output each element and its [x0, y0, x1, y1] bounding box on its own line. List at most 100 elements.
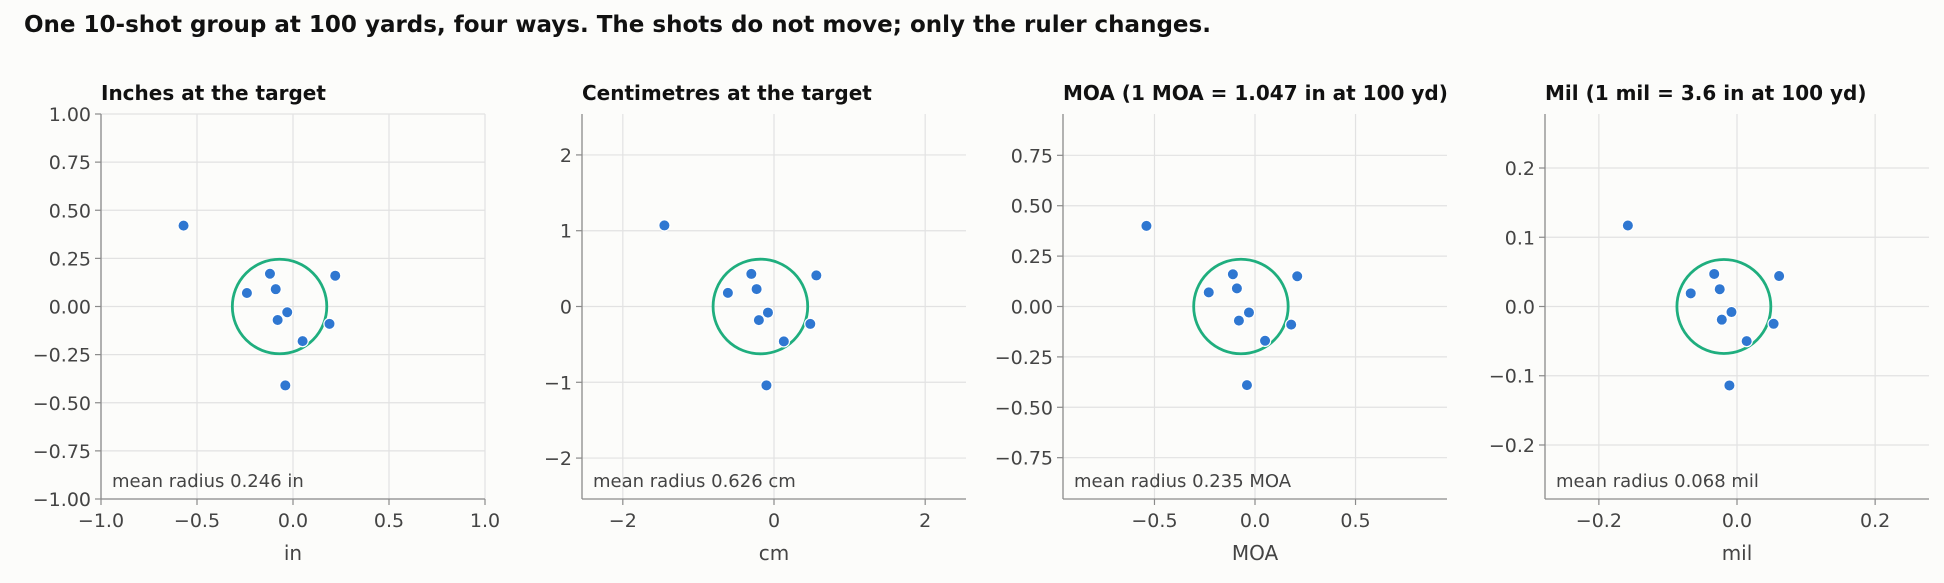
panel-2: −2 0 2 −2 −1 0 1 2 Centimetres at the target cm me…: [544, 81, 966, 565]
x-tick-label: 0.0: [1722, 510, 1752, 532]
panel-1: −1.0 −0.5 0.0 0.5 1.0 −1.00 −0.75 −0.50 −0.25 0.0…: [33, 81, 500, 565]
panel-3: −0.5 0.0 0.5 −0.75 −0.50 −0.25 0.00 0.25 0.50 0.7…: [995, 81, 1448, 565]
y-tick-label: −0.1: [1489, 366, 1535, 388]
y-tick-label: 1: [560, 221, 572, 243]
shot-point: [810, 269, 823, 282]
y-tick-label: −1: [544, 372, 572, 394]
y-tick-label: −0.50: [33, 393, 91, 415]
shot-point: [1767, 317, 1780, 331]
y-tick-label: −0.75: [33, 441, 91, 463]
shot-point: [1723, 379, 1736, 392]
y-tick-label: 0.2: [1505, 158, 1535, 180]
shot-point: [323, 317, 336, 331]
shot-point: [1715, 313, 1729, 326]
shot-point: [1242, 306, 1256, 319]
shot-point: [745, 267, 758, 281]
y-tick-label: 2: [560, 145, 572, 167]
shot-point: [1708, 267, 1721, 281]
x-tick-label: 2: [919, 510, 931, 532]
shot-point: [1140, 219, 1153, 233]
y-tick-label: 0.75: [1011, 145, 1053, 167]
shot-point: [752, 313, 766, 327]
mean-radius-circle: [1675, 258, 1773, 355]
shot-point: [1772, 269, 1786, 283]
mean-radius-circle: [1192, 257, 1290, 356]
y-tick-label: 0.75: [49, 152, 91, 174]
x-tick-label: 0.5: [374, 510, 404, 532]
x-tick-label: −0.5: [1131, 510, 1177, 532]
x-tick-label: −0.5: [174, 510, 220, 532]
shot-point: [279, 379, 292, 392]
shot-point: [1240, 378, 1254, 392]
shot-point: [658, 219, 671, 232]
panel-title: Inches at the target: [101, 81, 326, 105]
shot-point: [269, 282, 282, 296]
x-tick-label: −1.0: [78, 510, 124, 532]
shot-point: [761, 306, 775, 319]
shot-point: [177, 219, 190, 232]
mean-radius-annotation: mean radius 0.068 mil: [1556, 471, 1759, 492]
mean-radius-annotation: mean radius 0.626 cm: [593, 471, 796, 492]
shot-point: [750, 282, 763, 296]
x-tick-label: 0.2: [1860, 510, 1890, 532]
y-tick-label: −0.75: [995, 448, 1053, 470]
x-axis-label: in: [284, 541, 302, 565]
shot-point: [240, 286, 254, 300]
y-tick-label: 0.00: [49, 297, 91, 319]
shot-point: [296, 334, 309, 348]
figure-title: One 10-shot group at 100 yards, four way…: [24, 12, 1211, 38]
shot-point: [1258, 334, 1272, 347]
panel-title: MOA (1 MOA = 1.047 in at 100 yd): [1063, 81, 1448, 105]
shot-point: [1621, 219, 1635, 232]
shot-point: [1725, 305, 1738, 319]
x-tick-label: 0.0: [278, 510, 308, 532]
shot-point: [263, 267, 277, 280]
mean-radius-annotation: mean radius 0.235 MOA: [1074, 471, 1292, 492]
x-tick-label: 0.0: [1240, 510, 1270, 532]
y-tick-label: 0.25: [49, 248, 91, 270]
y-tick-label: 1.00: [49, 104, 91, 126]
shot-point: [1740, 334, 1753, 348]
y-tick-label: −0.2: [1489, 435, 1535, 457]
x-axis-label: mil: [1722, 541, 1753, 565]
shot-point: [777, 335, 791, 348]
x-axis-label: MOA: [1232, 541, 1279, 565]
shot-point: [804, 317, 817, 331]
x-tick-label: −2: [609, 510, 637, 532]
mean-radius-circle: [230, 257, 329, 356]
shot-point: [1226, 268, 1240, 281]
y-tick-label: 0: [560, 297, 572, 319]
x-tick-label: −0.2: [1576, 510, 1622, 532]
x-axis-label: cm: [759, 541, 789, 565]
y-tick-label: 0.25: [1011, 246, 1053, 268]
shot-point: [1232, 314, 1246, 327]
y-tick-label: −0.25: [995, 347, 1053, 369]
shot-point: [1202, 286, 1215, 299]
y-tick-label: 0.00: [1011, 297, 1053, 319]
shot-point: [760, 379, 773, 392]
y-tick-label: −0.50: [995, 397, 1053, 419]
y-tick-label: 0.1: [1505, 227, 1535, 249]
shot-point: [329, 269, 342, 282]
y-tick-label: −1.00: [33, 489, 91, 511]
panel-4: −0.2 0.0 0.2 −0.2 −0.1 0.0 0.1 0.2 Mil (1 mil = …: [1489, 81, 1929, 565]
shot-point: [1684, 287, 1697, 300]
y-tick-label: −2: [544, 448, 572, 470]
x-tick-label: 1.0: [470, 510, 500, 532]
panel-title: Centimetres at the target: [582, 81, 872, 105]
shot-point: [1291, 270, 1304, 283]
y-tick-label: 0.50: [1011, 196, 1053, 218]
shot-point: [271, 313, 284, 327]
mean-radius-annotation: mean radius 0.246 in: [112, 471, 304, 492]
y-tick-label: 0.0: [1505, 297, 1535, 319]
x-tick-label: 0.5: [1340, 510, 1370, 532]
shot-point: [1284, 318, 1298, 331]
shot-point: [281, 306, 294, 319]
mean-radius-circle: [711, 257, 810, 356]
x-tick-label: 0: [768, 510, 780, 532]
shot-point: [1713, 282, 1726, 296]
y-tick-label: 0.50: [49, 200, 91, 222]
panel-title: Mil (1 mil = 3.6 in at 100 yd): [1545, 81, 1867, 105]
shot-point: [721, 286, 735, 300]
